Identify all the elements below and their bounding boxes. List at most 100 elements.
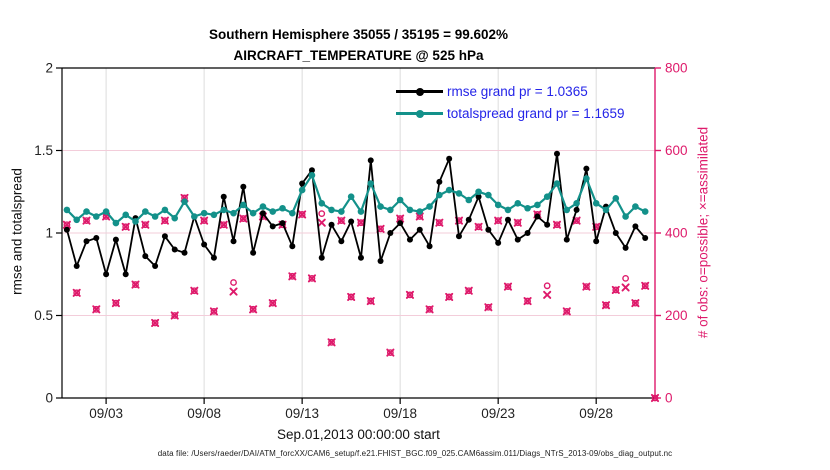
rmse-point — [357, 254, 364, 261]
obs-assimilated-marker — [170, 311, 179, 320]
obs-possible-marker — [210, 307, 218, 315]
totalspread-point — [63, 206, 71, 214]
totalspread-point — [102, 208, 110, 215]
rmse-point — [220, 193, 227, 200]
rmse-point — [514, 236, 521, 243]
obs-possible-marker — [83, 217, 90, 225]
obs-possible-marker — [92, 305, 100, 313]
chart-title-line2: AIRCRAFT_TEMPERATURE @ 525 hPa — [233, 48, 484, 63]
obs-assimilated-marker — [513, 218, 522, 227]
left-y-tick-label: 2 — [45, 61, 53, 76]
right-y-tick-label: 600 — [665, 143, 688, 158]
obs-assimilated-marker — [631, 299, 640, 308]
totalspread-point — [573, 200, 580, 207]
legend-row-totalspread[interactable]: totalspread grand pr = 1.1659 — [396, 103, 625, 124]
obs-possible-marker — [475, 223, 482, 231]
right-y-tick-label: 200 — [665, 308, 688, 323]
totalspread-point — [171, 214, 179, 222]
obs-assimilated-marker — [641, 281, 650, 290]
totalspread-marker-icon — [415, 109, 424, 118]
obs-possible-marker — [347, 293, 355, 301]
totalspread-point — [298, 186, 306, 194]
totalspread-point — [426, 203, 433, 210]
obs-assimilated-marker — [347, 292, 356, 301]
obs-assimilated-marker — [209, 307, 218, 316]
obs-assimilated-marker — [396, 214, 405, 223]
rmse-marker-icon — [415, 87, 424, 96]
obs-assimilated-marker — [288, 272, 297, 281]
obs-possible-marker — [161, 217, 169, 225]
obs-possible-marker — [308, 274, 316, 282]
totalspread-point — [632, 203, 639, 210]
obs-assimilated-marker — [611, 285, 620, 294]
totalspread-point — [475, 188, 482, 196]
totalspread-point — [132, 218, 139, 225]
totalspread-point — [289, 209, 296, 217]
totalspread-point — [641, 208, 649, 215]
obs-possible-marker — [514, 219, 522, 227]
obs-possible-marker — [386, 349, 394, 357]
chart-title-line1: Southern Hemisphere 35055 / 35195 = 99.6… — [208, 27, 509, 42]
rmse-line-swatch — [396, 87, 443, 96]
obs-assimilated-marker — [405, 290, 415, 299]
obs-possible-marker — [651, 394, 659, 402]
obs-possible-marker — [631, 299, 639, 307]
obs-possible-marker — [249, 305, 257, 313]
rmse-point — [367, 157, 374, 164]
left-y-tick-label: 1.5 — [34, 143, 53, 158]
rmse-point — [377, 258, 384, 265]
right-y-tick-label: 800 — [665, 61, 688, 76]
totalspread-point — [200, 209, 208, 217]
obs-assimilated-marker — [298, 210, 307, 219]
totalspread-point — [612, 195, 620, 202]
rmse-point — [152, 263, 159, 269]
rmse-point — [338, 238, 345, 245]
rmse-point — [181, 249, 188, 256]
totalspread-line-swatch — [396, 109, 443, 118]
rmse-point — [142, 253, 149, 260]
totalspread-point — [308, 171, 316, 179]
obs-possible-marker — [484, 303, 492, 311]
obs-possible-marker — [171, 312, 179, 319]
x-axis-label: Sep.01,2013 00:00:00 start — [277, 427, 440, 442]
totalspread-point — [93, 213, 100, 220]
obs-possible-marker — [337, 217, 345, 225]
obs-assimilated-marker — [327, 338, 336, 347]
obs-assimilated-marker — [523, 297, 532, 306]
totalspread-point — [240, 201, 247, 209]
obs-possible-marker — [151, 319, 159, 327]
totalspread-point — [191, 213, 198, 220]
rmse-point — [436, 178, 443, 185]
x-tick-label: 09/18 — [383, 406, 417, 421]
rmse-point — [210, 254, 217, 261]
obs-assimilated-marker — [92, 305, 101, 314]
totalspread-point — [504, 206, 512, 214]
rmse-point — [426, 243, 433, 250]
obs-possible-marker — [269, 299, 277, 307]
rmse-point — [632, 223, 639, 230]
obs-assimilated-marker — [494, 216, 503, 225]
legend-rmse-label: rmse grand pr = 1.0365 — [447, 84, 588, 99]
totalspread-point — [230, 209, 237, 217]
totalspread-point — [318, 200, 326, 207]
legend-row-rmse[interactable]: rmse grand pr = 1.0365 — [396, 81, 625, 102]
obs-assimilated-marker — [317, 218, 326, 227]
rmse-point — [230, 238, 237, 245]
right-y-axis-label: # of obs: o=possible; ×=assimilated — [695, 126, 711, 339]
rmse-line — [66, 152, 646, 276]
obs-assimilated-marker — [425, 305, 434, 314]
obs-assimilated-marker — [484, 303, 493, 312]
obs-possible-marker — [553, 221, 561, 229]
rmse-point — [455, 233, 462, 240]
totalspread-point — [436, 191, 443, 199]
legend[interactable]: rmse grand pr = 1.0365 totalspread grand… — [396, 81, 625, 124]
rmse-point — [63, 226, 70, 233]
totalspread-point — [220, 206, 228, 214]
rmse-point — [524, 230, 531, 236]
totalspread-point — [279, 204, 286, 212]
totalspread-point — [583, 175, 590, 182]
obs-possible-marker — [230, 279, 237, 286]
obs-assimilated-marker — [72, 288, 81, 297]
totalspread-point — [396, 196, 404, 204]
